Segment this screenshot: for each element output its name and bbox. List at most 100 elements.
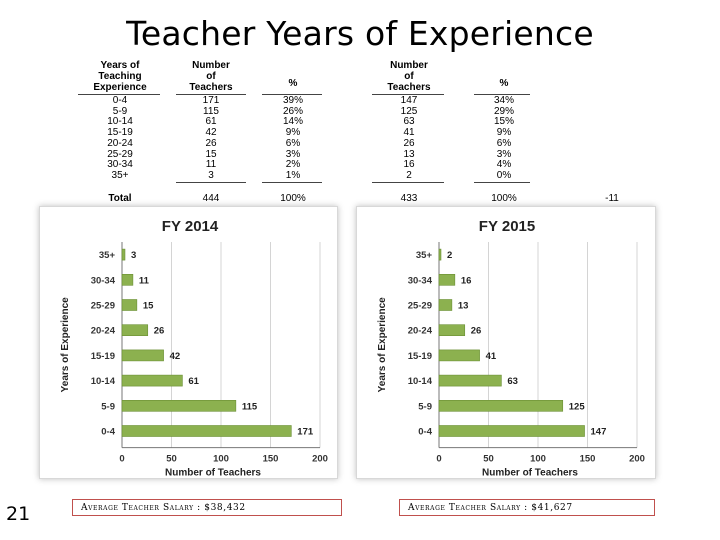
y-tick-label: 0-4 (418, 427, 432, 438)
data-label: 2 (447, 250, 452, 261)
data-label: 147 (591, 427, 607, 438)
chart-title: FY 2014 (162, 218, 219, 235)
table-header-num2015: of (404, 71, 414, 82)
y-tick-label: 15-19 (408, 351, 432, 362)
table-total-p15: 100% (491, 193, 517, 204)
bar (121, 299, 138, 311)
data-label: 41 (486, 351, 497, 362)
y-tick-label: 35+ (416, 250, 433, 261)
table-cell-n14: 42 (205, 127, 217, 139)
table-cell-p14: 1% (285, 169, 301, 181)
bar (438, 274, 456, 286)
bar (438, 248, 442, 261)
x-tick-label: 50 (483, 454, 494, 465)
table-total-rule (372, 182, 444, 183)
table-cell-exp: 15-19 (107, 127, 133, 139)
table-total-diff: -11 (605, 193, 619, 204)
table-header-rule (474, 94, 530, 95)
table-cell-p14: 3% (285, 148, 301, 160)
table-total-n15: 433 (400, 193, 418, 204)
data-label: 26 (154, 326, 165, 337)
table-cell-n14: 3 (208, 169, 214, 181)
salary-fy2014: Average Teacher Salary : $38,432 (72, 499, 342, 516)
chart-fy2014: FY 2014 0 50 100 150 200 35+ 3 30-34 11 25-29 15 20-… (39, 206, 338, 479)
x-tick-label: 150 (580, 454, 596, 465)
table-cell-p15: 0% (496, 169, 512, 181)
table-cell-exp: 5-9 (112, 105, 128, 117)
table-header-num2015: Number (390, 60, 428, 71)
table-cell-p14: 39% (282, 95, 303, 106)
table-header-experience: Years of (100, 60, 140, 71)
table-cell-p15: 4% (496, 159, 512, 171)
bar (121, 324, 149, 336)
table-cell-exp: 30-34 (107, 159, 133, 171)
table-cell-n14: 61 (205, 116, 217, 128)
x-tick-label: 0 (119, 454, 124, 465)
bar (121, 248, 126, 261)
data-label: 61 (188, 376, 199, 387)
table-cell-n15: 2 (406, 169, 412, 181)
table-cell-n15: 125 (400, 105, 418, 117)
bar (438, 400, 564, 412)
table-cell-n15: 41 (403, 127, 415, 139)
x-tick-label: 0 (436, 454, 441, 465)
table-header-experience: Experience (93, 82, 147, 93)
table-cell-p14: 6% (285, 137, 301, 149)
table-total-n14: 444 (202, 193, 220, 204)
chart-fy2015-svg: FY 2015 0 50 100 150 200 35+ 2 30-34 16 25-29 13 20-… (377, 218, 645, 478)
table-total-rule (474, 182, 530, 183)
data-label: 115 (242, 401, 258, 412)
table-total-label: Total (108, 193, 132, 204)
table-header-experience: Teaching (98, 71, 142, 82)
x-tick-label: 100 (213, 454, 229, 465)
chart-title: FY 2015 (479, 218, 535, 235)
table-cell-n14: 15 (205, 148, 217, 160)
data-label: 125 (569, 401, 586, 412)
y-tick-label: 25-29 (91, 301, 115, 312)
table-cell-n14: 115 (203, 105, 219, 117)
table-header-num2014: Teachers (189, 82, 233, 93)
data-label: 171 (297, 427, 314, 438)
bar (121, 274, 134, 286)
table-header-num2014: of (206, 71, 216, 82)
chart-fy2015: FY 2015 0 50 100 150 200 35+ 2 30-34 16 25-29 13 20-… (356, 206, 656, 479)
y-axis-title: Years of Experience (60, 297, 71, 392)
table-total-p14: 100% (280, 193, 306, 204)
table-cell-p15: 15% (493, 116, 514, 128)
table-cell-p15: 3% (496, 148, 512, 160)
table-cell-exp: 25-29 (107, 148, 133, 160)
x-tick-label: 150 (263, 454, 279, 465)
y-tick-label: 10-14 (408, 376, 433, 387)
data-label: 15 (143, 301, 154, 312)
table-header-rule (262, 94, 322, 95)
table-cell-exp: 10-14 (107, 116, 133, 128)
table-cell-n15: 147 (400, 95, 418, 106)
table-cell-p14: 26% (282, 105, 303, 117)
table-cell-p15: 9% (496, 127, 512, 139)
table-header-pct2015: % (499, 78, 509, 89)
y-tick-label: 0-4 (101, 427, 115, 438)
x-axis-title: Number of Teachers (165, 468, 261, 478)
x-axis-title: Number of Teachers (482, 468, 578, 478)
chart-fy2014-svg: FY 2014 0 50 100 150 200 35+ 3 30-34 11 25-29 15 20-… (60, 218, 328, 478)
table-header-num2014: Number (192, 60, 230, 71)
y-tick-label: 10-14 (91, 376, 116, 387)
bar (438, 349, 480, 362)
data-label: 16 (461, 275, 472, 286)
table-header-rule (78, 94, 160, 95)
table-cell-p15: 29% (493, 105, 514, 117)
data-label: 42 (170, 351, 181, 362)
table-cell-n15: 63 (403, 116, 415, 128)
table-cell-n14: 11 (205, 159, 217, 171)
table-cell-n14: 26 (205, 137, 217, 149)
page-number: 21 (6, 503, 31, 525)
x-tick-label: 200 (629, 454, 645, 465)
y-tick-label: 20-24 (408, 326, 433, 337)
table-cell-n14: 171 (202, 95, 220, 106)
table-cell-exp: 35+ (111, 169, 129, 181)
table-header-num2015: Teachers (387, 82, 431, 93)
table-cell-exp: 0-4 (112, 95, 128, 106)
page-title: Teacher Years of Experience (126, 14, 594, 53)
data-label: 3 (131, 250, 136, 261)
x-tick-label: 100 (530, 454, 546, 465)
